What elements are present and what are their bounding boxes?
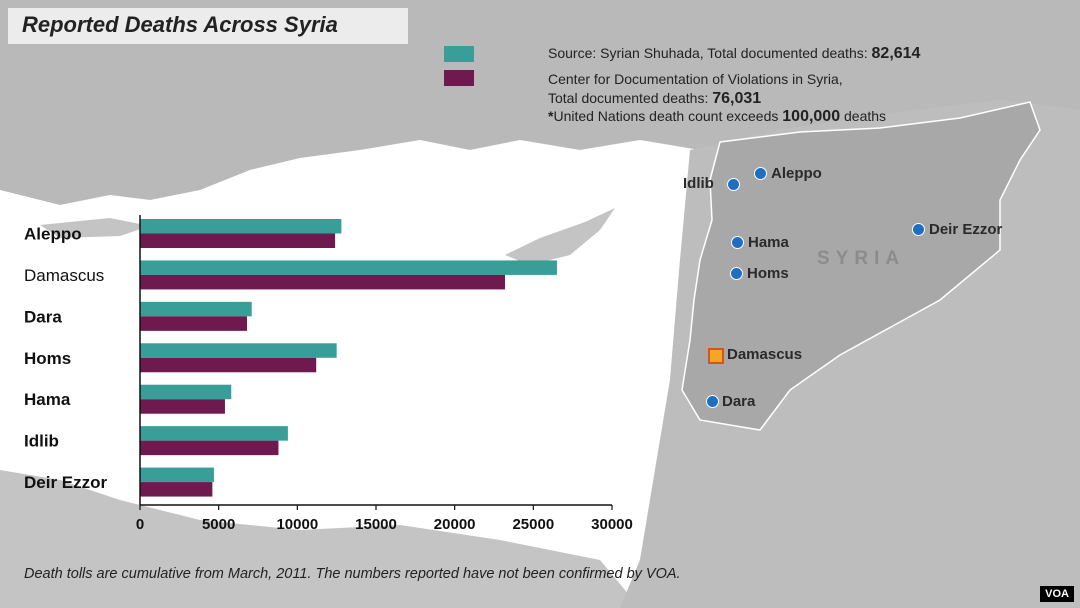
bar-hama-series-1 (140, 384, 232, 400)
dara-marker (706, 395, 719, 408)
legend-text-shuhada: Source: Syrian Shuhada, Total documented… (548, 45, 920, 63)
x-tick-label-25000: 25000 (512, 516, 554, 533)
bar-damascus-series-1 (140, 260, 557, 275)
hama-marker (731, 236, 744, 249)
x-tick-label-30000: 30000 (591, 516, 633, 533)
damascus-capital-marker (708, 348, 724, 364)
x-tick-label-5000: 5000 (202, 516, 235, 533)
map-label-damascus: Damascus (727, 346, 803, 363)
bar-hama-series-2 (140, 399, 225, 414)
x-tick-label-15000: 15000 (355, 516, 397, 533)
idlib-marker (727, 178, 740, 191)
footnote: Death tolls are cumulative from March, 2… (24, 566, 681, 582)
bar-aleppo-series-2 (140, 233, 336, 248)
category-label-deir-ezzor: Deir Ezzor (24, 473, 108, 492)
un-note-text: United Nations death count exceeds (553, 108, 783, 124)
homs-marker (730, 267, 743, 280)
category-label-idlib: Idlib (24, 432, 59, 451)
bar-idlib-series-1 (140, 426, 288, 441)
category-label-homs: Homs (24, 349, 71, 368)
map-label-aleppo: Aleppo (771, 165, 822, 182)
category-label-aleppo: Aleppo (24, 225, 82, 244)
bar-homs-series-1 (140, 343, 337, 358)
bar-homs-series-2 (140, 357, 317, 373)
legend-text-cdvs-line2: Total documented deaths: 76,031 (548, 90, 761, 108)
map-label-homs: Homs (747, 265, 789, 282)
legend-text-shuhada-label: Source: Syrian Shuhada, Total documented… (548, 45, 872, 61)
map-label-deir-ezzor: Deir Ezzor (929, 221, 1003, 238)
chart-title: Reported Deaths Across Syria (22, 12, 338, 37)
legend-swatch-shuhada (444, 46, 474, 62)
legend-text-cdvs-value: 76,031 (712, 90, 762, 107)
category-label-dara: Dara (24, 307, 62, 326)
x-tick-label-20000: 20000 (434, 516, 476, 533)
legend-text-cdvs-total: Total documented deaths: 76,031 (548, 90, 762, 107)
x-tick-label-10000: 10000 (276, 516, 318, 533)
map-label-dara: Dara (722, 393, 756, 410)
bar-deir-ezzor-series-2 (140, 482, 213, 497)
bar-dara-series-2 (140, 316, 247, 331)
bar-idlib-series-2 (140, 440, 279, 456)
bar-deir-ezzor-series-1 (140, 467, 214, 483)
map-label-idlib: Idlib (683, 175, 714, 192)
category-label-hama: Hama (24, 390, 71, 409)
legend-text-shuhada-total: 82,614 (871, 45, 921, 62)
un-note-value: 100,000 (782, 108, 841, 125)
aleppo-marker (754, 167, 767, 180)
un-note-suffix: deaths (840, 108, 887, 124)
bar-dara-series-1 (140, 301, 252, 317)
un-note-asterisk: * (548, 108, 554, 124)
voa-logo: VOA (1040, 586, 1074, 602)
bar-aleppo-series-1 (140, 219, 342, 234)
category-label-damascus: Damascus (24, 266, 104, 285)
x-tick-label-0: 0 (136, 516, 144, 533)
map-label-syria: SYRIA (817, 248, 906, 269)
legend-text-cdvs-line1: Center for Documentation of Violations i… (548, 71, 843, 87)
deir-ezzor-marker (912, 223, 925, 236)
legend-text-cdvs-label: Total documented deaths: (548, 90, 713, 106)
map-label-hama: Hama (748, 234, 789, 251)
title-box: Reported Deaths Across Syria (8, 8, 408, 44)
legend-swatch-cdvs (444, 70, 474, 86)
un-note: *United Nations death count exceeds 100,… (548, 108, 886, 126)
bar-damascus-series-2 (140, 274, 506, 290)
